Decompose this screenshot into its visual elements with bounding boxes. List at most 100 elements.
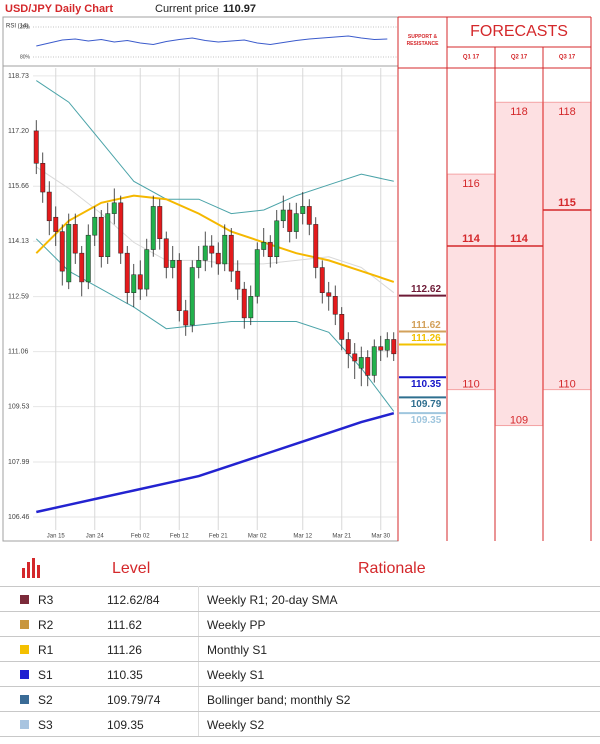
table-row: R3 112.62/84 Weekly R1; 20-day SMA: [0, 587, 600, 612]
rsi-tick-label: 20%: [20, 24, 31, 30]
candle-body: [66, 224, 72, 283]
level-label: 111.62: [411, 320, 441, 331]
forecast-mid-label: 114: [510, 233, 529, 245]
table-row: S3 109.35 Weekly S2: [0, 712, 600, 737]
candle-body: [144, 249, 150, 290]
indicator-line: [36, 80, 394, 215]
candle-body: [358, 357, 364, 369]
level-swatch: [20, 645, 29, 654]
level-rationale: Weekly S1: [207, 668, 265, 682]
y-tick-label: 109.53: [8, 404, 30, 411]
y-tick-label: 106.46: [8, 514, 30, 521]
level-id: R1: [38, 643, 54, 657]
candle-body: [378, 346, 384, 351]
forecast-high: 116: [462, 178, 480, 190]
candle-body: [313, 224, 319, 268]
candle-body: [339, 314, 345, 340]
table-row: R2 111.62 Weekly PP: [0, 612, 600, 637]
levels-title: SUPPORT & RESISTANCE: [406, 34, 439, 47]
level-swatch: [20, 720, 29, 729]
forecast-high: 118: [510, 106, 528, 118]
candle-body: [345, 339, 351, 355]
x-tick-label: Mar 30: [371, 534, 390, 540]
candle-body: [105, 213, 111, 258]
candle-body: [46, 191, 52, 222]
forecast-high: 118: [558, 106, 576, 118]
x-tick-label: Jan 15: [47, 534, 66, 540]
level-value: 110.35: [107, 668, 143, 682]
indicator-line: [36, 411, 395, 514]
candle-body: [79, 252, 85, 283]
forecast-mid-label: 114: [462, 233, 481, 245]
forecast-mid-label: 115: [558, 197, 576, 209]
level-rationale: Monthly S1: [207, 643, 268, 657]
rsi-tick-label: 80%: [20, 54, 31, 60]
price-label: Current price: [155, 3, 219, 15]
candle-body: [365, 357, 371, 376]
forecast-low: 109: [510, 415, 528, 427]
level-label: 112.62: [411, 284, 441, 295]
level-rationale: Weekly S2: [207, 718, 265, 732]
candle-body: [274, 220, 280, 258]
y-tick-label: 111.06: [8, 349, 28, 356]
x-tick-label: Mar 21: [332, 534, 351, 540]
indicator-line: [36, 166, 395, 294]
level-rationale: Weekly PP: [207, 618, 266, 632]
level-rationale: Weekly R1; 20-day SMA: [207, 593, 338, 607]
level-label: 109.79: [411, 399, 442, 410]
chart: USD/JPY Daily Chart Current price 110.97…: [2, 3, 592, 542]
candle-body: [40, 163, 46, 193]
indicator-line: [35, 194, 395, 283]
table-row: S2 109.79/74 Bollinger band; monthly S2: [0, 687, 600, 712]
quarter-label: Q2 17: [511, 55, 528, 61]
level-id: R2: [38, 618, 54, 632]
level-value: 111.62: [107, 618, 142, 632]
candle-body: [33, 130, 39, 164]
y-tick-label: 107.99: [8, 459, 30, 466]
table-icon: [22, 558, 40, 578]
candle-body: [163, 238, 169, 268]
level-value: 112.62/84: [107, 593, 160, 607]
candle-body: [59, 231, 65, 272]
y-tick-label: 114.13: [8, 238, 29, 245]
candle-body: [254, 249, 260, 297]
forecast-range: [447, 173, 495, 391]
level-swatch: [20, 595, 29, 604]
forecast-range: [543, 101, 591, 391]
candle-body: [280, 209, 286, 222]
level-id: S3: [38, 718, 53, 732]
x-tick-label: Jan 24: [86, 534, 105, 540]
candle-body: [118, 202, 124, 254]
level-swatch: [20, 620, 29, 629]
candle-body: [326, 292, 332, 297]
level-rationale: Bollinger band; monthly S2: [207, 693, 351, 707]
price-value: 110.97: [223, 3, 256, 15]
candle-body: [222, 234, 228, 265]
chart-title: USD/JPY Daily Chart: [5, 3, 113, 15]
candle-body: [170, 260, 176, 268]
chart-panel: USD/JPY Daily Chart Current price 110.97…: [2, 3, 592, 542]
candle-body: [371, 346, 377, 376]
level-swatch: [20, 695, 29, 704]
y-tick-label: 112.59: [8, 294, 29, 301]
candle-body: [332, 296, 338, 315]
candle-body: [92, 216, 98, 236]
forecast-range: [495, 101, 543, 427]
candle-body: [293, 213, 299, 232]
candle-body: [235, 270, 241, 290]
level-swatch: [20, 670, 29, 679]
level-value: 109.79/74: [107, 693, 161, 707]
table-header: Level Rationale: [0, 548, 600, 587]
candle-body: [261, 242, 267, 250]
candle-body: [267, 242, 273, 258]
level-label: 110.35: [411, 379, 441, 390]
level-label: 109.35: [411, 415, 442, 426]
candle-body: [228, 234, 234, 272]
candle-body: [319, 267, 325, 293]
candle-body: [209, 245, 215, 254]
candle-body: [352, 353, 358, 362]
candle-body: [176, 260, 182, 311]
forecast-low: 110: [462, 379, 480, 391]
candle-body: [202, 245, 208, 261]
rsi-label: RSI (14): [6, 24, 28, 30]
